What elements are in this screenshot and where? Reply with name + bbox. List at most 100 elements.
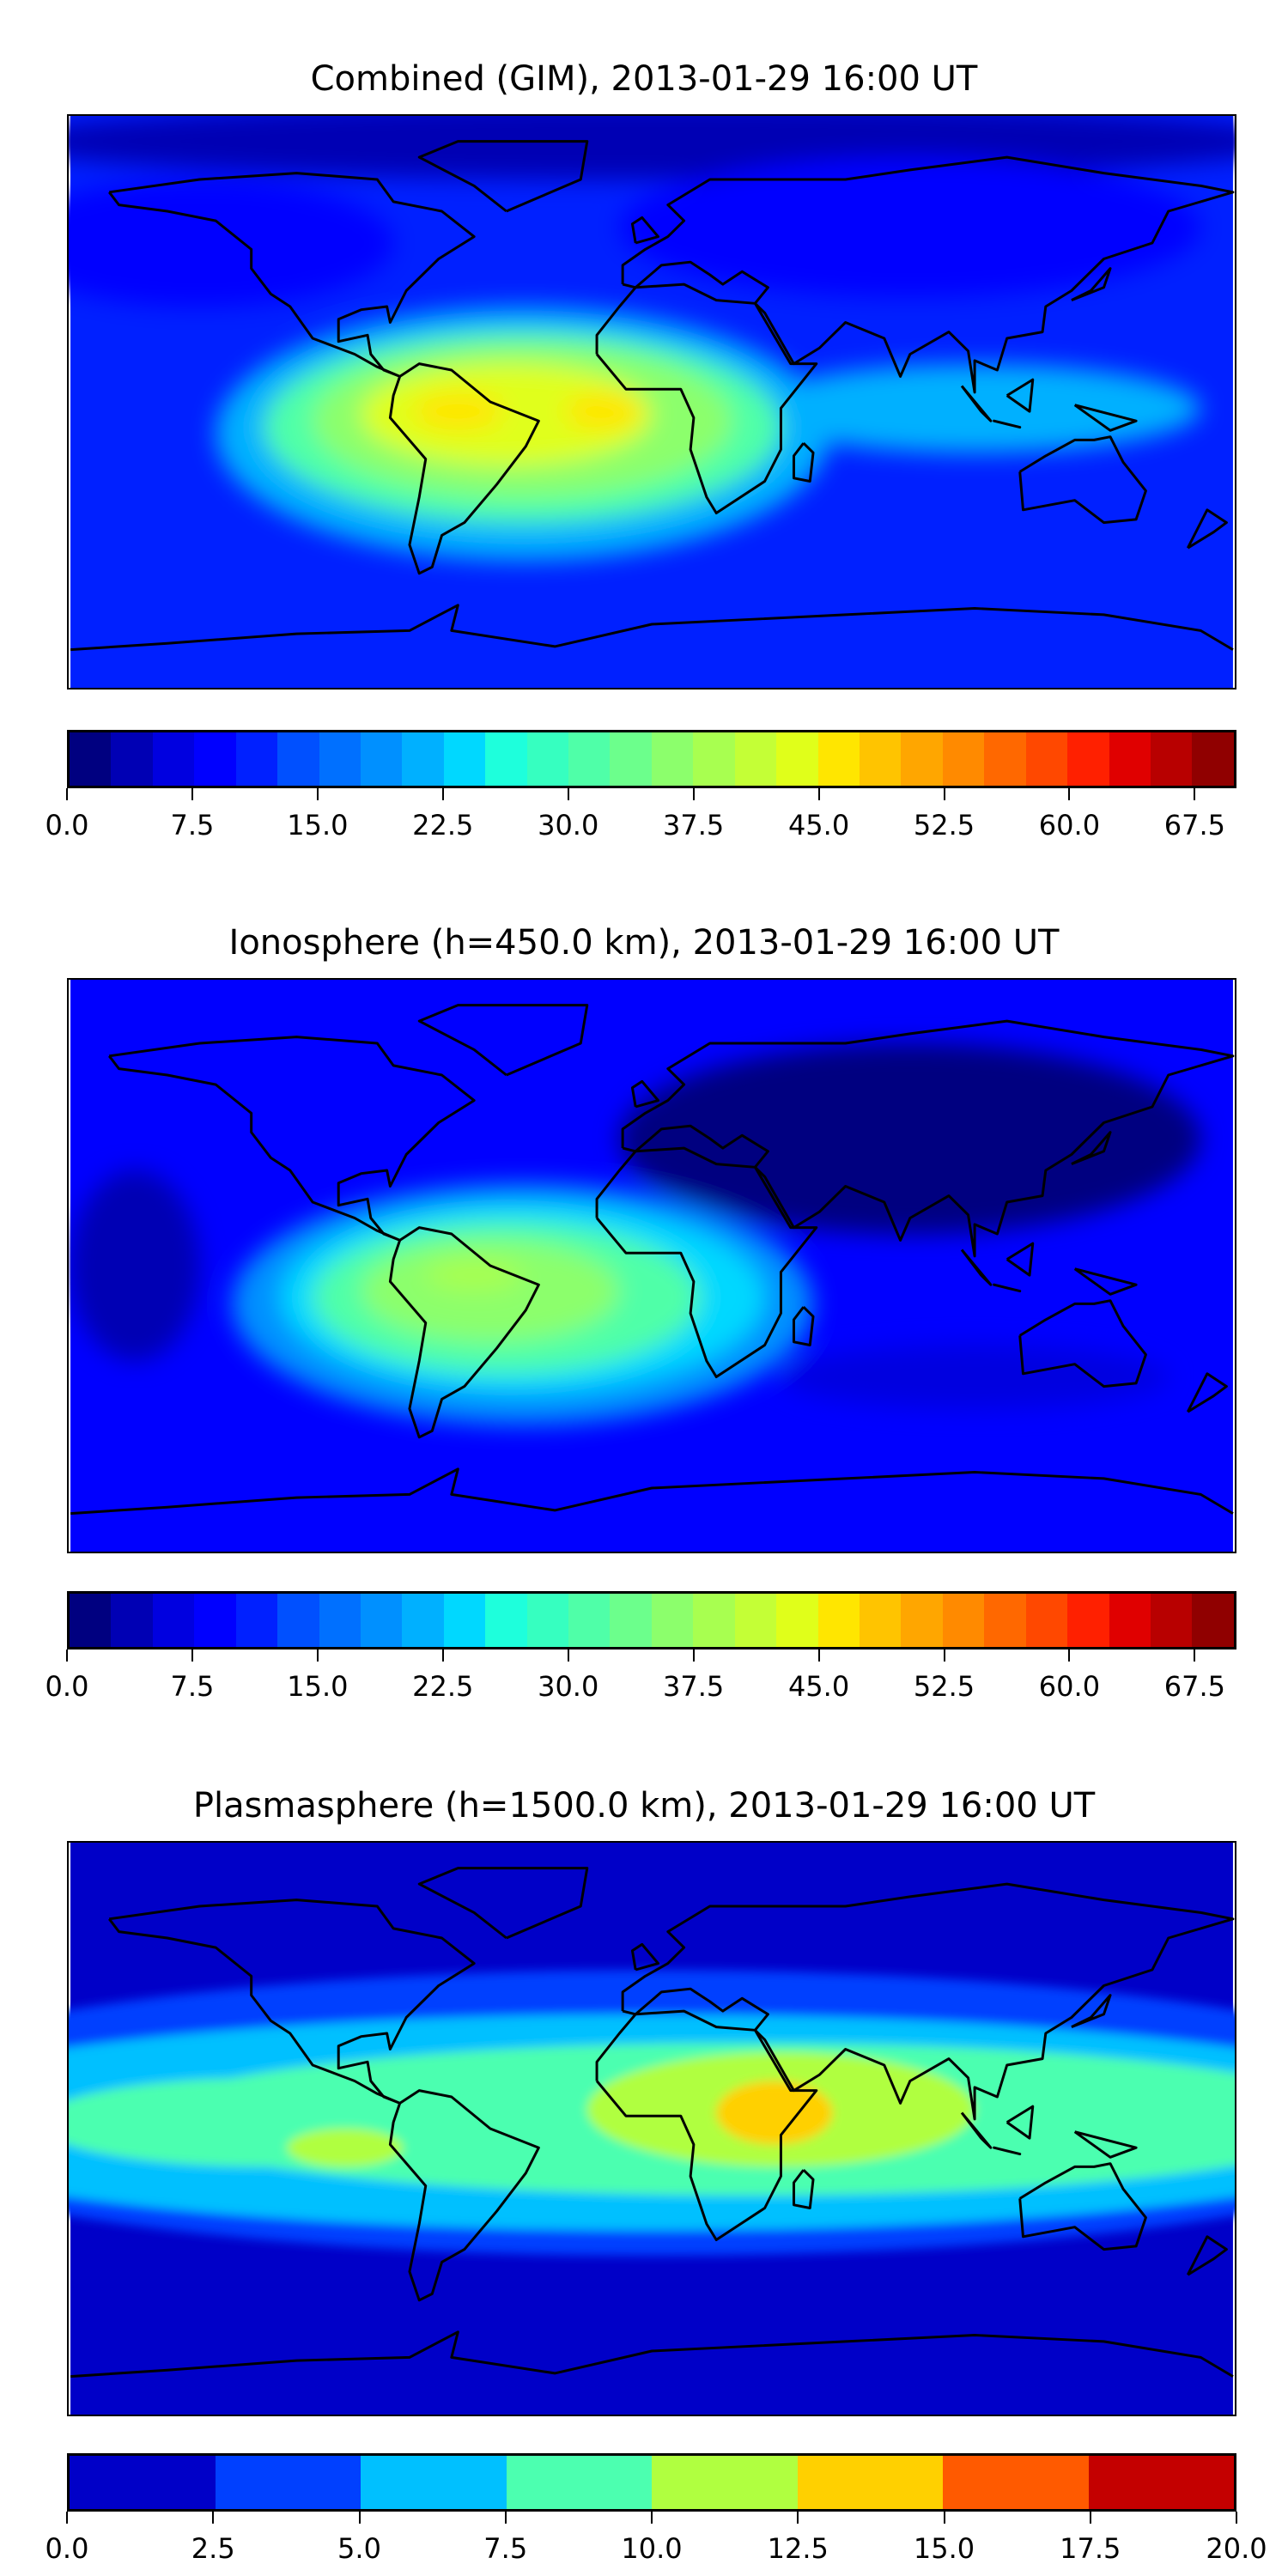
colorbar-tick-label: 37.5: [663, 809, 725, 841]
colorbar-tick-mark: [66, 2512, 68, 2524]
contour-region: [425, 1259, 523, 1291]
colorbar-segment: [361, 2456, 507, 2509]
coastline: [1071, 1994, 1112, 2028]
colorbar-segment: [360, 1594, 403, 1647]
coastline: [1005, 2105, 1035, 2140]
colorbar-tick-mark: [1194, 1649, 1196, 1662]
coastline: [417, 1004, 589, 1077]
colorbar-segment: [235, 732, 278, 786]
coastline: [388, 362, 540, 575]
colorbar-tick-label: 60.0: [1038, 1670, 1101, 1703]
colorbar-tick-label: 22.5: [412, 1670, 474, 1703]
colorbar-segment: [194, 732, 236, 786]
coastline: [417, 140, 589, 213]
colorbar-tick-mark: [441, 788, 444, 800]
colorbar-segment: [1150, 1594, 1193, 1647]
colorbar-segment: [817, 1594, 860, 1647]
colorbar-tick-label: 15.0: [287, 809, 349, 841]
colorbar-segment: [776, 1594, 818, 1647]
contour-region: [619, 1043, 1201, 1234]
colorbar-tick-mark: [316, 788, 319, 800]
coastline: [108, 1899, 476, 2105]
chart-title-combined: Combined (GIM), 2013-01-29 16:00 UT: [310, 59, 978, 99]
colorbar-tick-label: 37.5: [663, 1670, 725, 1703]
colorbar-tick-mark: [1089, 2512, 1091, 2524]
coastline: [1018, 435, 1147, 525]
coastline: [993, 2146, 1022, 2156]
colorbar-segment: [651, 1594, 694, 1647]
coastline: [993, 419, 1022, 429]
colorbar-segment: [1025, 732, 1068, 786]
colorbar-tick-mark: [316, 1649, 319, 1662]
map-svg: [69, 116, 1235, 688]
colorbar-tick-mark: [817, 1649, 820, 1662]
colorbar-tick-mark: [692, 788, 695, 800]
map-combined: [67, 114, 1236, 690]
colorbar-tick-mark: [1068, 788, 1071, 800]
colorbar-segment: [485, 1594, 527, 1647]
coastline: [70, 604, 1234, 652]
coastline: [630, 1942, 660, 1971]
contour-region: [716, 2081, 833, 2145]
colorbar-segment: [693, 732, 735, 786]
coastline: [1018, 2162, 1147, 2251]
colorbar-tick-label: 30.0: [538, 1670, 599, 1703]
colorbar-tick-label: 52.5: [913, 1670, 975, 1703]
contour-region: [287, 2129, 404, 2167]
colorbar-tick-mark: [441, 1649, 444, 1662]
colorbar-tick-label: 7.5: [170, 1670, 215, 1703]
coastline: [621, 1019, 1235, 1258]
colorbar-segment: [1025, 1594, 1068, 1647]
contour-region: [69, 179, 394, 307]
colorbar-segment: [402, 1594, 444, 1647]
coastline: [1005, 378, 1035, 413]
colorbar-segment: [610, 732, 652, 786]
colorbar-tick-mark: [66, 788, 68, 800]
coastline: [1005, 1242, 1035, 1277]
colorbar-segment: [1109, 1594, 1151, 1647]
map-svg: [70, 980, 1235, 1552]
colorbar-segment: [277, 732, 319, 786]
colorbar-segment: [70, 2456, 216, 2509]
colorbar-tick-label: 10.0: [621, 2532, 683, 2565]
coastline: [792, 442, 815, 483]
contour-region: [70, 1170, 200, 1361]
colorbar-segment: [693, 1594, 735, 1647]
colorbar-segment: [942, 1594, 985, 1647]
coastline: [1073, 1267, 1138, 1296]
contour-region: [564, 392, 642, 431]
colorbar-segment: [152, 732, 195, 786]
colorbar-tick-label: 0.0: [45, 809, 89, 841]
colorbar-segment: [1192, 1594, 1234, 1647]
coastline: [621, 1882, 1235, 2121]
colorbar-tick-mark: [567, 1649, 569, 1662]
colorbar-tick-mark: [943, 1649, 945, 1662]
colorbar-segment: [443, 732, 486, 786]
colorbar-segment: [651, 732, 694, 786]
colorbar-ionosphere: [67, 1591, 1236, 1649]
coastline: [960, 385, 993, 422]
coastline: [1071, 267, 1112, 301]
colorbar-tick-mark: [504, 2512, 507, 2524]
colorbar-segment: [319, 732, 361, 786]
colorbar-plasmasphere: [67, 2453, 1236, 2512]
colorbar-segment: [277, 1594, 319, 1647]
colorbar-tick-mark: [943, 788, 945, 800]
colorbar-tick-label: 67.5: [1163, 1670, 1225, 1703]
colorbar-segment: [860, 1594, 902, 1647]
colorbar-tick-mark: [191, 1649, 193, 1662]
colorbar-tick-mark: [817, 788, 820, 800]
colorbar-segment: [111, 1594, 153, 1647]
colorbar-tick-label: 45.0: [787, 809, 850, 841]
colorbar-tick-label: 0.0: [45, 2532, 89, 2565]
colorbar-tick-mark: [212, 2512, 215, 2524]
colorbar-segment: [901, 1594, 943, 1647]
colorbar-tick-label: 5.0: [337, 2532, 381, 2565]
colorbar-ticks-ionosphere: 0.0 7.5 15.0 22.5 30.0 37.5 45.0 52.5 60.0 67.5: [46, 1649, 1236, 1710]
colorbar-segment: [360, 732, 403, 786]
colorbar-ticks-combined: 0.0 7.5 15.0 22.5 30.0 37.5 45.0 52.5 60.0 67.5: [46, 788, 1236, 848]
contour-region: [748, 363, 1201, 453]
colorbar-segment: [860, 732, 902, 786]
coastline: [1073, 404, 1138, 432]
coastline: [621, 155, 1235, 394]
